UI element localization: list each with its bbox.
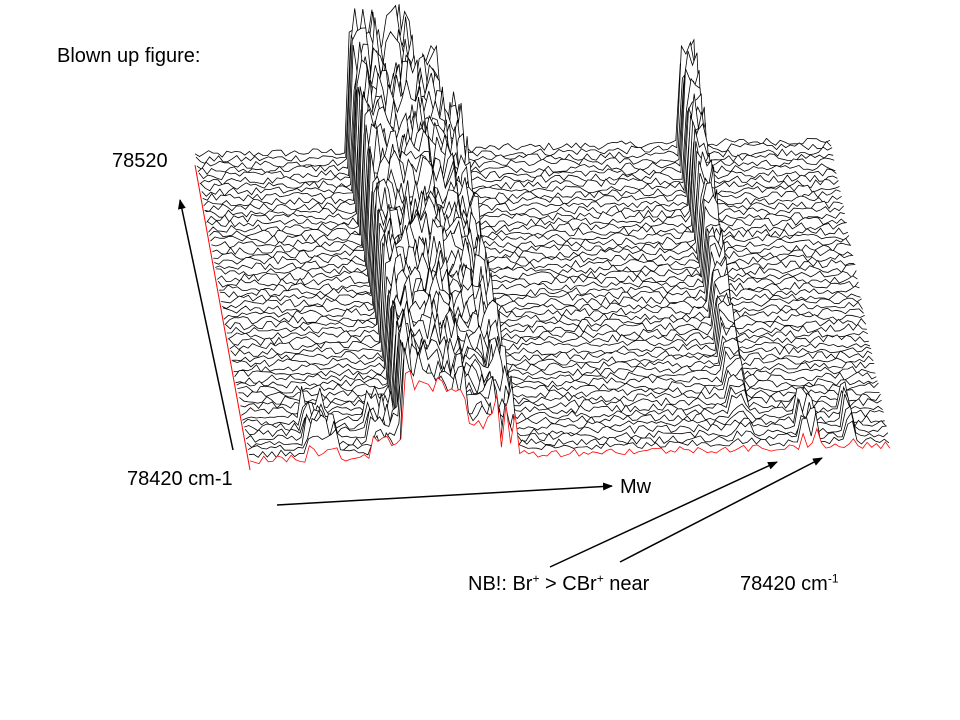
front-trace — [249, 370, 891, 465]
spectrum-trace — [238, 290, 878, 399]
spectrum-trace — [247, 336, 889, 452]
spectrum-trace — [242, 300, 882, 421]
spectrum-trace — [221, 180, 859, 304]
spectrum-trace — [216, 149, 855, 283]
spectrum-trace — [246, 342, 887, 449]
spectrum-trace — [225, 212, 864, 331]
spectrum-trace — [242, 323, 883, 427]
spectrum-trace — [235, 273, 875, 384]
spectrum-trace — [203, 56, 840, 207]
spectrum-trace — [216, 152, 854, 277]
spectrum-trace — [233, 260, 873, 373]
trace-fill — [195, 4, 830, 168]
spectrum-trace — [221, 182, 860, 309]
left-edge-trace — [194, 164, 251, 471]
x-axis-label: Mw — [620, 476, 652, 498]
spectrum-trace — [207, 95, 844, 228]
spectrum-trace — [229, 233, 869, 351]
spectrum-trace — [236, 285, 876, 389]
spectrum-trace — [194, 4, 831, 158]
trace-fill — [250, 370, 890, 472]
spectrum-trace — [201, 54, 838, 197]
note-suffix: near — [603, 573, 650, 595]
spectrum-trace — [234, 266, 874, 377]
annotation-arrows — [177, 199, 823, 568]
spectrum-trace — [206, 79, 843, 223]
spectrum-trace — [227, 218, 867, 341]
spectrum-trace — [204, 70, 841, 212]
note-arrow-1 — [549, 461, 778, 568]
note-prefix: NB!: Br — [468, 573, 533, 595]
spectrum-trace — [213, 124, 851, 260]
note-wave-value: 78420 cm — [740, 573, 828, 595]
spectrum-trace — [195, 4, 832, 164]
spectrum-trace — [240, 308, 880, 410]
spectrum-trace — [223, 194, 862, 320]
spectrum-traces — [194, 4, 891, 472]
note-middle: > CBr — [539, 573, 597, 595]
spectrum-trace — [244, 311, 884, 432]
spectrum-trace — [209, 97, 847, 239]
note-wavenumber: 78420 cm-1 — [740, 571, 839, 596]
spectrum-trace — [200, 38, 837, 192]
spectrum-trace — [248, 347, 890, 459]
note-text: NB!: Br+ > CBr+ near — [468, 571, 650, 596]
spectrum-trace — [198, 29, 835, 181]
spectrum-trace — [224, 203, 863, 326]
spectrum-trace — [214, 129, 852, 265]
spectrum-trace — [241, 313, 881, 416]
spectrum-trace — [220, 178, 858, 298]
spectrum-trace — [212, 122, 850, 256]
spectrum-trace — [210, 106, 847, 244]
spectrum-trace — [202, 59, 839, 202]
y-axis-arrow — [177, 199, 234, 451]
y-axis-top-label: 78520 — [112, 150, 168, 172]
spectrum-trace — [217, 156, 856, 288]
spectrum-trace — [232, 259, 872, 368]
spectrum-trace — [205, 73, 842, 218]
x-axis-arrow — [276, 482, 613, 506]
spectrum-trace — [244, 339, 885, 438]
spectrum-trace — [239, 301, 879, 405]
spectrum-trace — [230, 240, 869, 357]
spectrum-trace — [197, 17, 834, 175]
note-sup2: + — [596, 571, 604, 586]
note-arrow-2 — [619, 457, 823, 563]
y-axis-bottom-label: 78420 cm-1 — [127, 468, 233, 490]
note-wave-exp: -1 — [827, 571, 839, 586]
note-sup1: + — [532, 571, 540, 586]
spectrum-trace — [211, 120, 849, 249]
spectrum-trace — [215, 143, 853, 271]
spectrum-trace — [231, 253, 871, 363]
trace-fill — [196, 5, 832, 173]
figure-title: Blown up figure: — [57, 45, 201, 67]
spectrum-trace — [237, 292, 877, 395]
